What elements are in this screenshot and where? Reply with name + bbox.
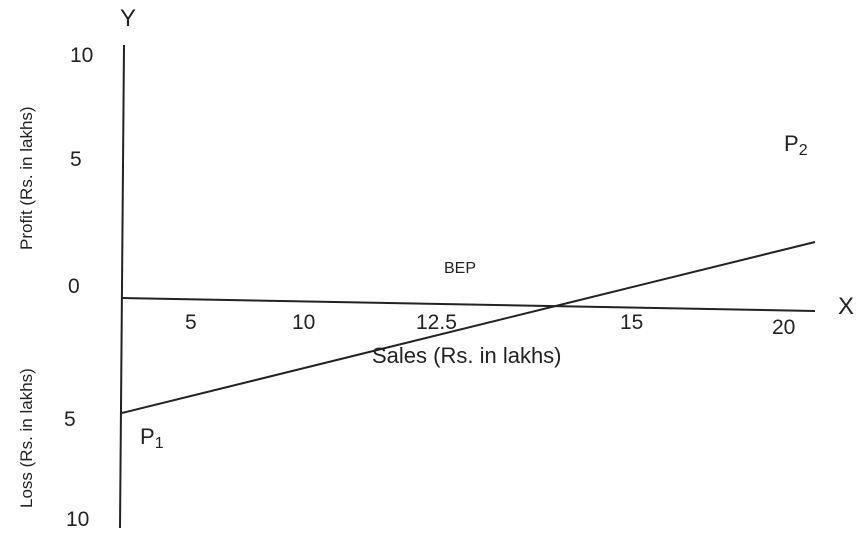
x-axis-letter: X [838,293,854,320]
p2-subscript: 2 [799,142,808,159]
bep-label: BEP [444,260,476,277]
x-axis-title: Sales (Rs. in lakhs) [372,343,562,368]
y-axis-title-loss: Loss (Rs. in lakhs) [17,368,36,508]
x-axis [121,297,816,312]
y-tick-label: 10 [70,44,93,67]
x-tick-label: 15 [620,311,643,334]
y-tick-label: 5 [64,408,76,431]
y-axis [119,44,125,529]
x-tick-label: 5 [185,311,197,334]
x-tick-label: 10 [292,311,315,334]
profit-line [121,241,816,414]
p2-label: P2 [784,131,808,159]
p2-letter: P [784,131,799,156]
p1-label: P1 [140,424,164,452]
p1-letter: P [140,424,155,449]
y-tick-label: 0 [68,275,80,298]
y-tick-label: 10 [66,508,89,531]
y-axis-title-profit: Profit (Rs. in lakhs) [17,106,36,250]
y-tick-label: 5 [70,148,82,171]
x-tick-label: 12.5 [416,311,457,334]
x-tick-label: 20 [772,316,795,339]
y-axis-letter: Y [120,5,136,32]
p1-subscript: 1 [155,435,164,452]
